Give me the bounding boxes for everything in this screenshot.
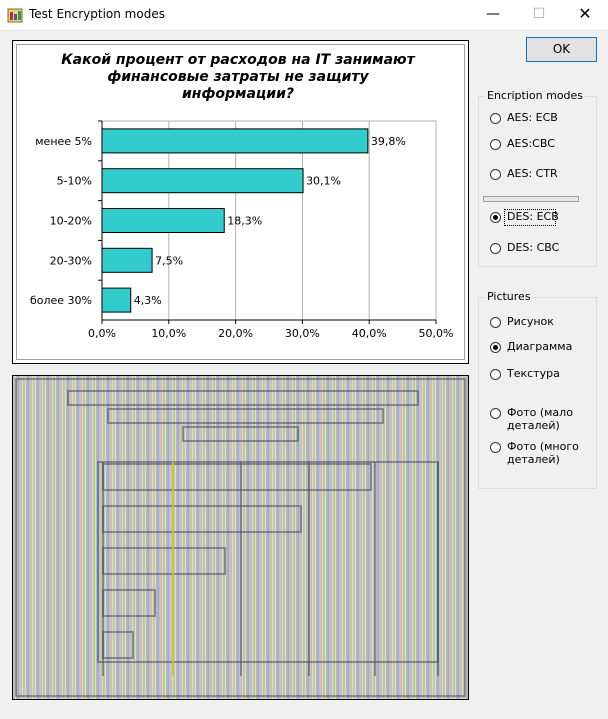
radio-label: DES: ECB [507, 210, 559, 223]
x-tick-label: 0,0% [88, 327, 116, 340]
app-icon [7, 8, 23, 23]
focus-rectangle [504, 209, 556, 226]
radio-label: AES: CTR [507, 167, 558, 180]
radio-label: Фото (много деталей) [507, 440, 579, 466]
separator [483, 196, 579, 202]
encryption-modes-legend: Encription modes [485, 89, 586, 102]
x-tick-label: 10,0% [151, 327, 186, 340]
data-label: 4,3% [134, 294, 162, 307]
radio-button[interactable] [490, 169, 501, 180]
chart-frame [16, 44, 465, 360]
ghost-frame [15, 378, 466, 697]
close-button[interactable]: ✕ [578, 4, 592, 23]
ghost-title-line [107, 408, 384, 424]
minimize-button[interactable]: — [486, 6, 500, 22]
chart-title: Какой процент от расходов на IT занимают… [43, 52, 433, 103]
radio-label: Диаграмма [507, 340, 573, 353]
radio-button[interactable] [490, 442, 501, 453]
y-tick-label: менее 5% [35, 135, 92, 148]
radio-label: AES: ECB [507, 111, 558, 124]
x-tick-label: 20,0% [218, 327, 253, 340]
radio-button[interactable] [490, 139, 501, 150]
data-label: 39,8% [371, 135, 406, 148]
radio-button[interactable] [490, 342, 501, 353]
y-tick-label: более 30% [30, 294, 92, 307]
radio-label: DES: CBC [507, 241, 560, 254]
radio-button[interactable] [490, 243, 501, 254]
bar [101, 168, 304, 194]
original-image-panel: Какой процент от расходов на IT занимают… [12, 40, 469, 364]
x-tick-label: 50,0% [419, 327, 454, 340]
ghost-title-line [182, 426, 299, 442]
data-label: 18,3% [227, 215, 262, 228]
chart-title-line: Какой процент от расходов на IT занимают [61, 52, 415, 68]
x-tick-label: 30,0% [285, 327, 320, 340]
radio-label-line: Фото (мало [507, 406, 573, 419]
radio-label: Фото (мало деталей) [507, 406, 573, 432]
y-tick-label: 5-10% [57, 175, 92, 188]
bar [101, 128, 369, 154]
encryption-modes-group: Encription modes [478, 89, 597, 267]
radio-label: Текстура [507, 367, 560, 380]
chart-title-line: финансовые затраты не защиту [107, 69, 369, 85]
radio-label: AES:CBC [507, 137, 555, 150]
title-bar: Test Encryption modes — ☐ ✕ [0, 0, 608, 31]
bar [101, 208, 225, 233]
window-title: Test Encryption modes [29, 7, 165, 21]
radio-label-line: деталей) [507, 419, 560, 432]
radio-label-line: деталей) [507, 453, 560, 466]
radio-label: Рисунок [507, 315, 554, 328]
ok-button[interactable]: OK [526, 37, 597, 62]
radio-button[interactable] [490, 408, 501, 419]
x-tick-label: 40,0% [352, 327, 387, 340]
y-tick-label: 20-30% [50, 254, 92, 267]
chart-title-line: информации? [181, 86, 295, 102]
encrypted-image [13, 376, 468, 699]
radio-label-line: Фото (много [507, 440, 579, 453]
radio-button[interactable] [490, 369, 501, 380]
maximize-button[interactable]: ☐ [532, 6, 546, 22]
data-label: 7,5% [155, 254, 183, 267]
radio-button[interactable] [490, 317, 501, 328]
bar-chart: 0,0% 10,0% 20,0% 30,0% 40,0% 50,0% менее 5% 39,… [30, 120, 454, 340]
bar [101, 287, 132, 313]
pictures-legend: Pictures [485, 290, 533, 303]
radio-button[interactable] [490, 212, 501, 223]
bar [101, 247, 153, 273]
encrypted-image-panel [12, 375, 469, 700]
ghost-title-line [67, 390, 419, 406]
radio-button[interactable] [490, 113, 501, 124]
pictures-group: Pictures [478, 290, 597, 489]
y-tick-label: 10-20% [50, 215, 92, 228]
data-label: 30,1% [306, 175, 341, 188]
